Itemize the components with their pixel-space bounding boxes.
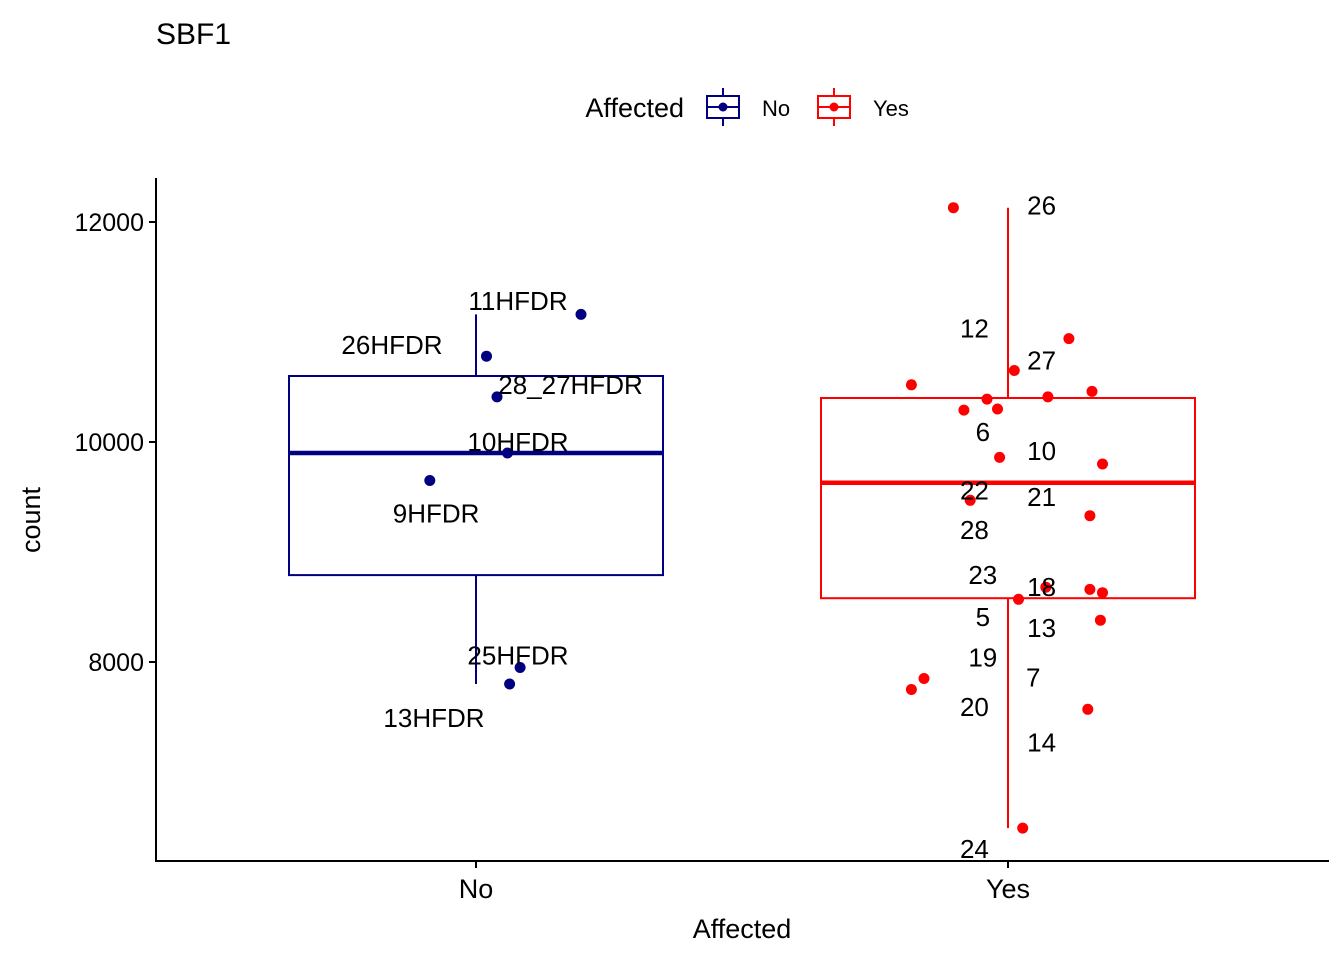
point-label: 12 — [960, 314, 989, 344]
x-axis-ticks: No Yes — [459, 861, 1030, 904]
box-no — [288, 375, 664, 577]
data-point-no — [502, 447, 513, 459]
chart-title: SBF1 — [156, 18, 231, 51]
legend: Affected No Yes — [585, 88, 909, 126]
label-layer: 11HFDR 26HFDR 28_27HFDR 10HFDR 9HFDR 25HFDR 13… — [341, 191, 1056, 865]
point-label: 22 — [960, 475, 989, 505]
point-label: 28 — [960, 515, 989, 545]
data-point-yes — [947, 202, 959, 214]
box-layer — [288, 207, 1196, 829]
point-label: 14 — [1027, 727, 1056, 757]
data-point-yes — [1013, 593, 1024, 605]
data-point-yes — [905, 684, 917, 695]
point-label: 21 — [1027, 482, 1056, 512]
data-point-yes — [964, 494, 976, 506]
point-layer — [424, 202, 1108, 834]
point-label: 20 — [960, 692, 989, 722]
data-point-no — [481, 350, 492, 362]
x-axis-label: Affected — [693, 914, 792, 944]
x-tick-label: Yes — [986, 874, 1030, 904]
point-label: 13HFDR — [383, 703, 484, 733]
point-label: 9HFDR — [393, 499, 480, 529]
data-point-yes — [1097, 458, 1108, 470]
y-tick-label: 12000 — [74, 209, 144, 237]
data-point-yes — [1017, 822, 1029, 834]
data-point-yes — [1084, 583, 1096, 595]
point-label: 23 — [968, 560, 997, 590]
legend-label-yes: Yes — [873, 96, 909, 121]
point-label: 10 — [1027, 436, 1056, 466]
box-yes — [820, 397, 1196, 600]
point-label: 6 — [976, 417, 990, 447]
data-point-no — [504, 678, 516, 690]
point-label: 10HFDR — [467, 427, 568, 457]
data-point-yes — [1094, 614, 1106, 626]
data-point-yes — [994, 451, 1006, 463]
data-point-yes — [1042, 391, 1054, 403]
data-point-yes — [1086, 385, 1098, 397]
point-label: 24 — [960, 834, 989, 864]
data-point-yes — [1097, 587, 1108, 599]
data-point-yes — [1040, 581, 1052, 593]
data-point-no — [424, 475, 436, 486]
data-point-yes — [1084, 510, 1096, 522]
data-point-yes — [992, 403, 1003, 415]
legend-key-yes-point — [829, 102, 839, 112]
y-tick-label: 10000 — [74, 429, 144, 457]
data-point-yes — [905, 379, 917, 391]
point-label: 18 — [1027, 572, 1056, 602]
data-point-no — [575, 308, 587, 320]
point-label: 19 — [968, 643, 997, 673]
x-tick-label: No — [459, 874, 494, 904]
point-label: 26 — [1027, 191, 1056, 221]
legend-label-no: No — [762, 96, 790, 121]
legend-title: Affected — [585, 93, 684, 123]
point-label: 25HFDR — [467, 640, 568, 670]
point-label: 26HFDR — [341, 330, 442, 360]
legend-key-yes — [817, 88, 851, 126]
data-point-yes — [981, 393, 993, 405]
point-label: 28_27HFDR — [498, 370, 643, 400]
data-point-no — [514, 662, 526, 673]
y-axis-ticks: 8000 10000 12000 — [74, 209, 156, 677]
data-point-yes — [918, 673, 930, 684]
y-axis-label: count — [16, 486, 46, 553]
point-label: 27 — [1027, 346, 1056, 376]
point-label: 11HFDR — [468, 286, 567, 316]
data-point-yes — [1008, 365, 1020, 376]
point-label: 7 — [1026, 662, 1040, 692]
y-tick-label: 8000 — [88, 649, 144, 677]
data-point-yes — [1063, 333, 1075, 345]
legend-key-no — [706, 88, 740, 126]
point-label: 13 — [1027, 613, 1056, 643]
point-label: 5 — [976, 602, 990, 632]
data-point-yes — [958, 404, 970, 416]
data-point-yes — [1082, 703, 1094, 715]
data-point-no — [491, 391, 503, 403]
legend-key-no-point — [718, 102, 728, 112]
